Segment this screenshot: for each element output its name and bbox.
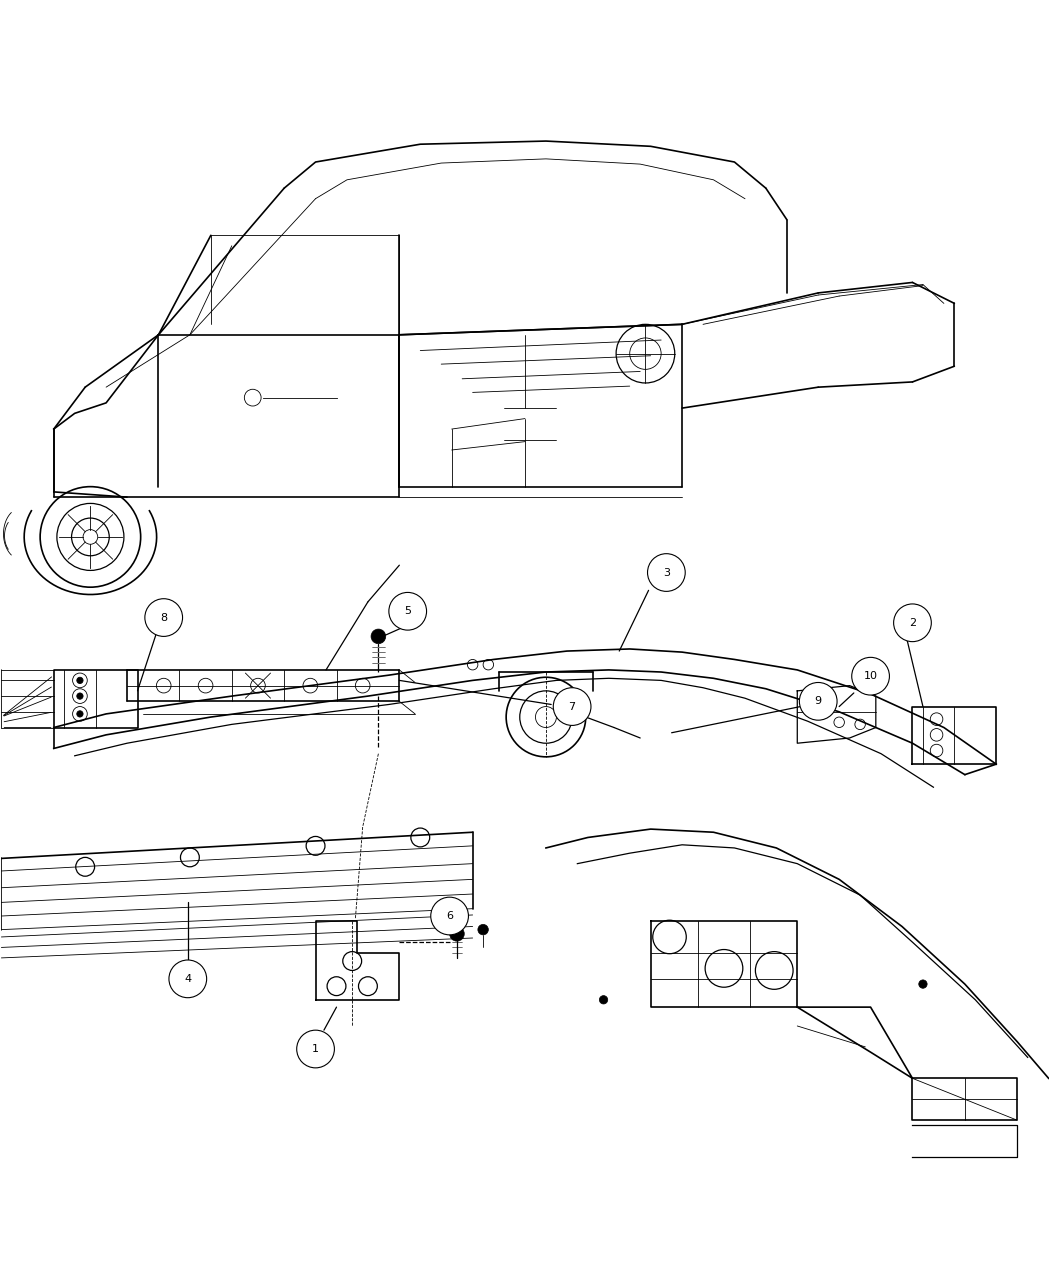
Text: 9: 9 (815, 696, 822, 706)
Circle shape (600, 996, 608, 1004)
Circle shape (430, 898, 468, 935)
Circle shape (648, 554, 686, 591)
Circle shape (852, 658, 889, 695)
Text: 8: 8 (161, 613, 167, 623)
Circle shape (77, 693, 83, 700)
Circle shape (388, 593, 426, 630)
Text: 6: 6 (446, 911, 454, 921)
Circle shape (145, 599, 183, 636)
Text: 4: 4 (184, 974, 191, 983)
Circle shape (169, 960, 207, 997)
Circle shape (77, 677, 83, 683)
Text: 7: 7 (568, 701, 575, 711)
Circle shape (553, 688, 591, 725)
Circle shape (297, 1031, 334, 1068)
Circle shape (449, 927, 464, 941)
Circle shape (478, 925, 488, 935)
Text: 2: 2 (909, 618, 916, 628)
Text: 1: 1 (312, 1045, 319, 1054)
Text: 3: 3 (663, 567, 670, 577)
Circle shape (919, 979, 927, 988)
Circle shape (371, 630, 385, 644)
Circle shape (77, 711, 83, 718)
Circle shape (799, 682, 837, 720)
Circle shape (894, 604, 931, 641)
Text: 5: 5 (404, 607, 412, 617)
Text: 10: 10 (863, 672, 878, 681)
